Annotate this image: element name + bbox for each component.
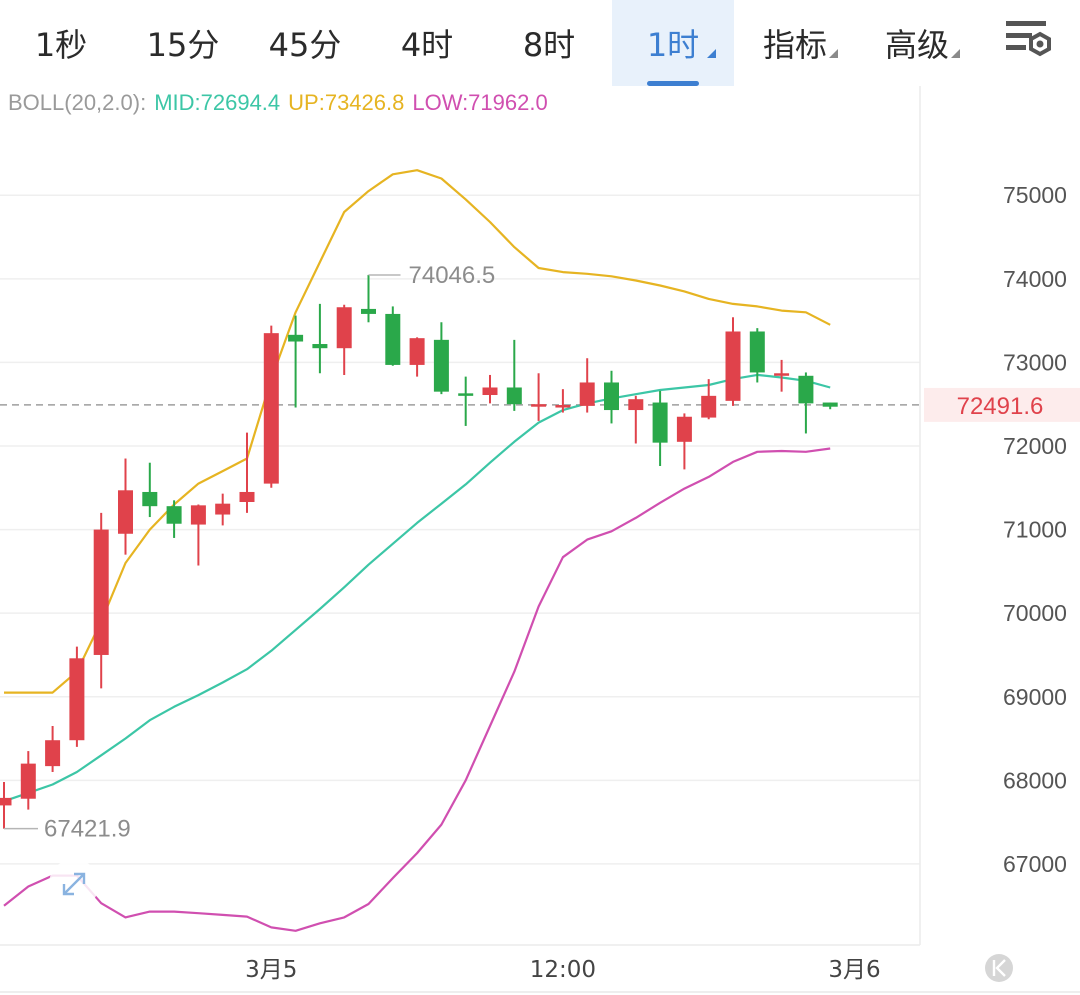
candle-body <box>604 382 619 411</box>
tab-label: 指标 <box>762 26 827 64</box>
candle-body <box>312 344 328 349</box>
tab-label: 1时 <box>646 26 700 64</box>
candle-body <box>676 416 692 442</box>
candle-body <box>531 404 547 407</box>
candle-body <box>142 491 158 507</box>
x-tick-label: 3月5 <box>245 957 297 983</box>
y-tick-label: 71000 <box>1003 517 1067 543</box>
tab-15m[interactable]: 15分 <box>122 0 244 86</box>
candle-body <box>433 339 449 392</box>
active-tab-indicator <box>647 81 699 86</box>
candle-body <box>215 503 231 515</box>
boll-name: BOLL(20,2.0): <box>8 90 147 115</box>
candle-body <box>798 375 814 404</box>
x-tick-label: :00 <box>0 957 1 983</box>
candle-body <box>93 529 109 655</box>
expand-icon[interactable] <box>49 859 99 909</box>
tab-4h[interactable]: 4时 <box>366 0 488 86</box>
x-tick-label: 3月6 <box>828 957 880 983</box>
dropdown-triangle-icon <box>951 49 960 58</box>
candle-body <box>725 331 741 401</box>
boll-mid-line <box>3 373 831 803</box>
x-tick-label: 12:00 <box>530 957 596 983</box>
tab-indicators[interactable]: 指标 <box>734 0 856 86</box>
current-price-tag <box>924 387 1080 422</box>
candle-body <box>555 405 571 408</box>
tab-45m[interactable]: 45分 <box>244 0 366 86</box>
candle-body <box>336 307 352 349</box>
boll-indicator-legend: BOLL(20,2.0): MID:72694.4 UP:73426.8 LOW:71… <box>8 90 556 116</box>
scroll-to-latest-icon[interactable] <box>985 954 1013 982</box>
candle-body <box>701 395 717 418</box>
candle-body <box>239 491 255 502</box>
y-tick-label: 73000 <box>1003 349 1067 375</box>
tab-1s[interactable]: 1秒 <box>0 0 122 86</box>
boll-mid-value: MID:72694.4 <box>154 90 281 115</box>
candle-body <box>118 490 133 534</box>
candle-body <box>361 308 376 314</box>
candle-body <box>749 331 765 373</box>
dropdown-triangle-icon <box>829 49 838 58</box>
candle-body <box>190 505 206 525</box>
candle-body <box>628 399 644 411</box>
candle-body <box>166 506 182 524</box>
candle-body <box>288 334 304 342</box>
tab-label: 1秒 <box>34 26 88 64</box>
tab-label: 45分 <box>268 26 342 64</box>
candle-body <box>482 387 498 396</box>
candle-body <box>458 393 474 396</box>
y-tick-label: 67000 <box>1003 851 1067 877</box>
tab-1h[interactable]: 1时 <box>612 0 734 86</box>
dropdown-triangle-icon <box>707 49 716 58</box>
min-price-label: 67421.9 <box>44 816 131 843</box>
candle-body <box>409 338 425 365</box>
candle-body <box>822 402 838 407</box>
candle-body <box>45 740 61 767</box>
tab-label: 4时 <box>400 26 454 64</box>
y-tick-label: 72000 <box>1003 433 1067 459</box>
candle-body <box>774 373 790 376</box>
candle-body <box>385 313 401 365</box>
y-tick-label: 75000 <box>1003 182 1067 208</box>
tab-label: 8时 <box>522 26 576 64</box>
candle-body <box>652 402 668 443</box>
tab-label: 15分 <box>146 26 220 64</box>
tab-8h[interactable]: 8时 <box>488 0 610 86</box>
y-tick-label: 68000 <box>1003 767 1067 793</box>
boll-up-value: UP:73426.8 <box>288 90 405 115</box>
boll-low-value: LOW:71962.0 <box>412 90 548 115</box>
current-price-label: 72491.6 <box>957 393 1044 420</box>
chart-settings-icon[interactable] <box>1000 16 1056 66</box>
y-tick-label: 70000 <box>1003 600 1067 626</box>
y-tick-label: 69000 <box>1003 684 1067 710</box>
candle-body <box>20 763 36 799</box>
y-tick-label: 74000 <box>1003 266 1067 292</box>
candle-body <box>69 658 85 741</box>
tab-advanced[interactable]: 高级 <box>856 0 978 86</box>
max-price-label: 74046.5 <box>409 262 496 289</box>
candle-body <box>263 333 279 484</box>
candle-body <box>579 382 595 406</box>
candle-body <box>506 387 522 405</box>
candle-body <box>0 797 12 806</box>
boll-upper-line <box>4 169 831 694</box>
boll-lower-line <box>3 447 831 932</box>
timeframe-tabbar: 1秒 15分 45分 4时 8时 1时 指标 高级 <box>0 0 1080 86</box>
tab-label: 高级 <box>884 26 949 64</box>
